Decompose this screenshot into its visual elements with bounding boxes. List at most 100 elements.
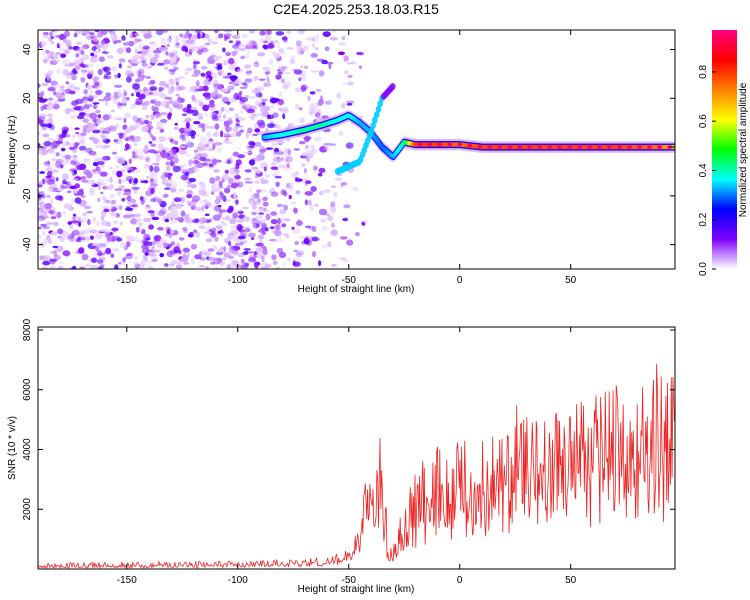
spectrogram-panel: -150 -100 -50 0 50 -40 -20 0 20 40 Height of str…	[7, 29, 676, 295]
heatmap-cell	[109, 183, 114, 190]
heatmap-cell	[327, 143, 337, 146]
heatmap-cell	[156, 242, 164, 248]
heatmap-cell	[238, 210, 244, 215]
heatmap-cell	[312, 165, 318, 171]
heatmap-y-tick-label: 0	[22, 144, 33, 150]
heatmap-cell	[264, 35, 272, 42]
heatmap-cell	[115, 39, 122, 44]
heatmap-cell	[304, 199, 308, 206]
heatmap-cell	[82, 54, 90, 61]
heatmap-cell	[74, 30, 84, 34]
heatmap-cell	[256, 170, 261, 174]
heatmap-cell	[51, 184, 55, 187]
heatmap-cell	[71, 100, 79, 106]
heatmap-cell	[277, 203, 281, 208]
heatmap-cell	[223, 187, 231, 194]
heatmap-cell	[92, 217, 96, 223]
heatmap-cell	[346, 100, 355, 104]
heatmap-cell	[160, 37, 167, 45]
heatmap-cell	[146, 237, 151, 241]
heatmap-cell	[207, 126, 216, 129]
heatmap-cell	[79, 233, 83, 237]
branch-point	[370, 122, 376, 130]
heatmap-cell	[220, 192, 224, 200]
heatmap-cell	[56, 188, 64, 192]
heatmap-cell	[229, 133, 238, 138]
heatmap-cell	[178, 150, 187, 155]
heatmap-cell	[260, 263, 264, 269]
heatmap-cell	[110, 34, 115, 38]
heatmap-cell	[217, 69, 225, 75]
heatmap-cell	[252, 200, 261, 205]
heatmap-cell	[59, 85, 65, 89]
heatmap-cell	[46, 165, 52, 169]
heatmap-cell	[212, 79, 219, 87]
heatmap-cell	[121, 157, 126, 165]
heatmap-cell	[211, 245, 218, 250]
heatmap-cell	[59, 47, 66, 52]
heatmap-cell	[136, 38, 142, 43]
heatmap-cell	[174, 77, 180, 82]
heatmap-cell	[189, 158, 196, 165]
heatmap-cell	[213, 169, 220, 173]
heatmap-cell	[159, 150, 167, 158]
heatmap-cell	[193, 156, 198, 160]
heatmap-cell	[296, 249, 305, 252]
heatmap-cell	[203, 148, 209, 151]
heatmap-cell	[295, 190, 301, 195]
heatmap-cell	[157, 198, 163, 205]
heatmap-cell	[277, 218, 281, 225]
heatmap-cell	[93, 104, 100, 109]
heatmap-cell	[283, 204, 289, 211]
heatmap-cell	[184, 67, 194, 72]
heatmap-cell	[252, 222, 260, 229]
heatmap-cell	[93, 118, 97, 124]
heatmap-cell	[296, 46, 304, 51]
heatmap-cell	[123, 188, 132, 192]
signal-peak	[547, 145, 552, 149]
heatmap-cell	[55, 92, 64, 99]
heatmap-cell	[156, 121, 161, 128]
heatmap-cell	[69, 168, 75, 172]
heatmap-cell	[89, 235, 94, 240]
heatmap-cell	[200, 122, 207, 128]
heatmap-cell	[168, 52, 175, 58]
heatmap-cell	[78, 112, 86, 116]
heatmap-cell	[196, 145, 205, 152]
heatmap-cell	[69, 224, 74, 230]
heatmap-cell	[122, 124, 128, 130]
heatmap-cell	[75, 53, 80, 58]
heatmap-cell	[158, 146, 166, 152]
heatmap-cell	[94, 30, 100, 33]
heatmap-cell	[143, 101, 151, 106]
heatmap-cell	[63, 181, 69, 185]
heatmap-cell	[159, 46, 169, 51]
heatmap-cell	[62, 173, 69, 180]
heatmap-cell	[255, 242, 264, 247]
heatmap-cell	[125, 235, 133, 238]
heatmap-cell	[235, 95, 243, 101]
signal-peak	[577, 145, 582, 149]
heatmap-cell	[184, 131, 192, 137]
heatmap-cell	[285, 185, 294, 189]
signal-peak	[527, 145, 532, 149]
heatmap-cell	[237, 235, 246, 240]
heatmap-cell	[185, 39, 194, 44]
heatmap-cell	[163, 66, 169, 71]
heatmap-cell	[114, 74, 118, 78]
signal-peak	[477, 145, 482, 149]
heatmap-cell	[227, 72, 232, 76]
heatmap-cell	[228, 40, 233, 43]
heatmap-cell	[235, 170, 239, 175]
heatmap-cell	[248, 30, 255, 34]
heatmap-cell	[221, 217, 230, 221]
heatmap-cell	[84, 63, 94, 69]
heatmap-cell	[140, 260, 146, 268]
heatmap-cell	[113, 139, 119, 143]
heatmap-cell	[254, 128, 261, 133]
heatmap-cell	[204, 194, 211, 197]
heatmap-cell	[292, 261, 302, 267]
heatmap-cell	[272, 112, 279, 118]
heatmap-cell	[237, 146, 242, 151]
heatmap-cell	[88, 123, 97, 131]
